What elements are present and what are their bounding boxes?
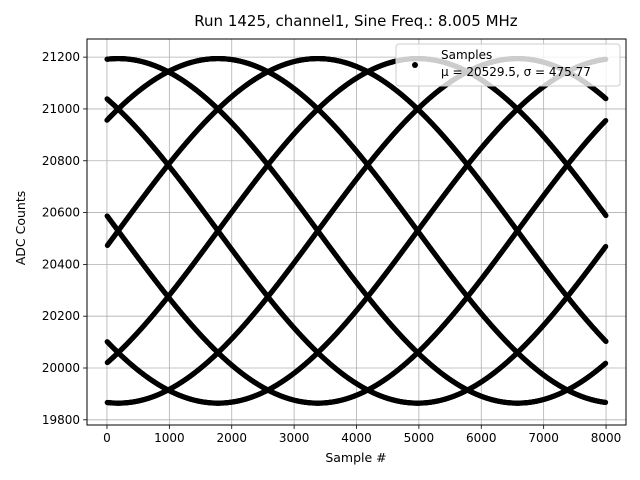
chart-title: Run 1425, channel1, Sine Freq.: 8.005 MH… <box>194 12 518 30</box>
grid <box>87 39 626 425</box>
